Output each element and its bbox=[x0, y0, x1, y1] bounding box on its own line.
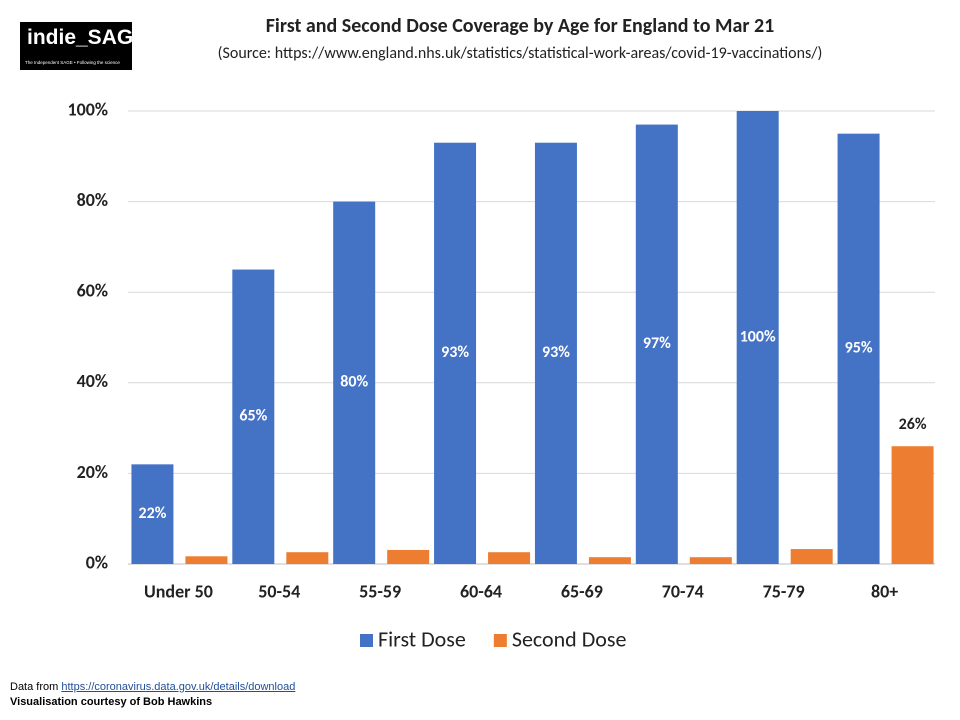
bar bbox=[534, 142, 577, 564]
x-tick-label: 60-64 bbox=[460, 580, 502, 602]
bar bbox=[387, 549, 430, 564]
bar bbox=[232, 269, 275, 564]
footer-link[interactable]: https://coronavirus.data.gov.uk/details/… bbox=[61, 681, 296, 693]
y-tick-label: 80% bbox=[77, 189, 108, 211]
x-tick-label: Under 50 bbox=[144, 580, 213, 602]
x-tick-label: 50-54 bbox=[258, 580, 300, 602]
legend-label: First Dose bbox=[378, 625, 466, 652]
data-label: 80% bbox=[340, 373, 368, 392]
logo-title: indie_SAGE bbox=[27, 26, 148, 49]
bar bbox=[837, 133, 880, 564]
x-tick-label: 80+ bbox=[871, 580, 898, 602]
bar bbox=[790, 549, 833, 564]
bar bbox=[286, 552, 329, 564]
footer: Data from https://coronavirus.data.gov.u… bbox=[10, 680, 295, 710]
bar bbox=[434, 142, 477, 564]
data-label: 65% bbox=[239, 407, 267, 426]
bar bbox=[488, 552, 531, 564]
logo: indie_SAGE The Independent SAGE • Follow… bbox=[20, 22, 147, 70]
bar bbox=[736, 111, 779, 564]
x-tick-label: 65-69 bbox=[561, 580, 603, 602]
data-label: 22% bbox=[138, 504, 166, 523]
data-label: 93% bbox=[542, 343, 570, 362]
bar bbox=[588, 557, 631, 564]
data-label: 26% bbox=[899, 415, 927, 434]
footer-prefix: Data from bbox=[10, 681, 59, 693]
legend-swatch bbox=[360, 634, 373, 647]
chart-title: First and Second Dose Coverage by Age fo… bbox=[266, 14, 775, 38]
chart-subtitle: (Source: https://www.england.nhs.uk/stat… bbox=[218, 44, 823, 63]
legend-swatch bbox=[493, 634, 507, 647]
footer-credit: Visualisation courtesy of Bob Hawkins bbox=[10, 696, 213, 708]
bar bbox=[131, 464, 174, 564]
x-tick-label: 55-59 bbox=[359, 580, 401, 602]
data-label: 97% bbox=[643, 334, 671, 353]
bar bbox=[891, 446, 934, 564]
legend-label: Second Dose bbox=[512, 625, 627, 652]
bar bbox=[333, 201, 376, 564]
y-tick-label: 0% bbox=[86, 551, 108, 573]
x-tick-label: 75-79 bbox=[763, 580, 805, 602]
logo-tagline: The Independent SAGE • Following the sci… bbox=[25, 60, 120, 65]
y-tick-label: 60% bbox=[77, 280, 108, 302]
data-label: 100% bbox=[740, 327, 776, 346]
y-tick-label: 20% bbox=[77, 461, 108, 483]
y-tick-label: 40% bbox=[77, 370, 108, 392]
data-label: 95% bbox=[845, 339, 873, 358]
x-tick-label: 70-74 bbox=[662, 580, 704, 602]
y-tick-label: 100% bbox=[68, 98, 109, 120]
bar bbox=[635, 124, 678, 564]
data-label: 93% bbox=[441, 343, 469, 362]
bar bbox=[689, 557, 732, 564]
bar bbox=[185, 556, 228, 564]
